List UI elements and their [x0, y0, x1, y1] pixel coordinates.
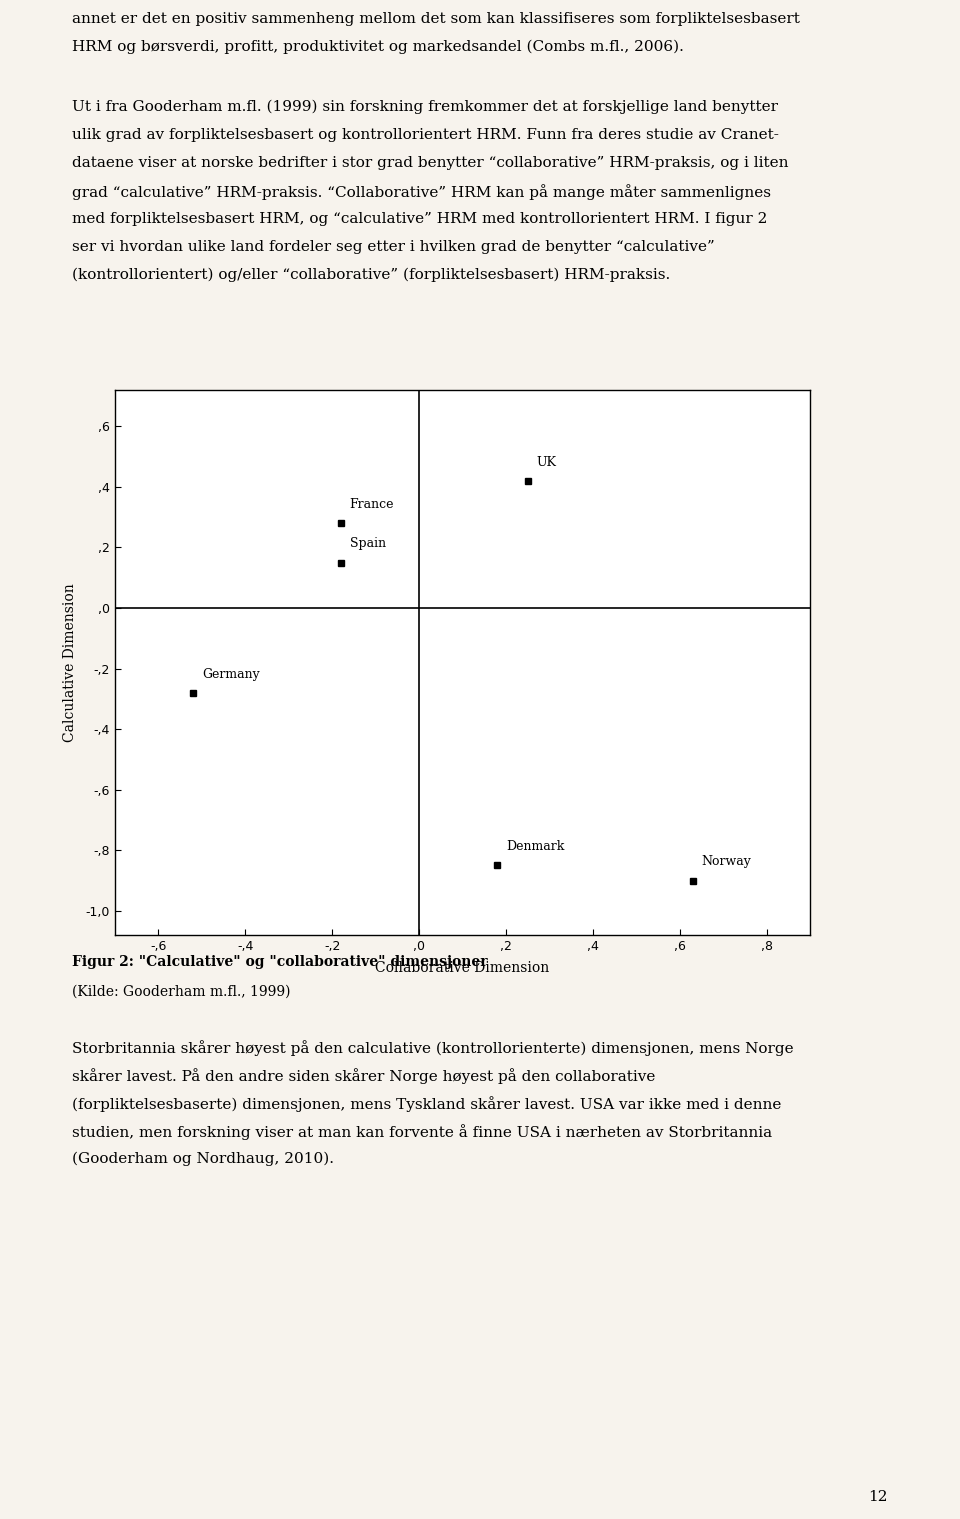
Text: annet er det en positiv sammenheng mellom det som kan klassifiseres som forplikt: annet er det en positiv sammenheng mello…: [72, 12, 800, 26]
Text: UK: UK: [537, 456, 557, 469]
Text: (kontrollorientert) og/eller “collaborative” (forpliktelsesbasert) HRM-praksis.: (kontrollorientert) og/eller “collaborat…: [72, 267, 670, 283]
Text: ulik grad av forpliktelsesbasert og kontrollorientert HRM. Funn fra deres studie: ulik grad av forpliktelsesbasert og kont…: [72, 128, 779, 141]
Text: dataene viser at norske bedrifter i stor grad benytter “collaborative” HRM-praks: dataene viser at norske bedrifter i stor…: [72, 156, 788, 170]
Text: (Gooderham og Nordhaug, 2010).: (Gooderham og Nordhaug, 2010).: [72, 1151, 334, 1167]
Text: med forpliktelsesbasert HRM, og “calculative” HRM med kontrollorientert HRM. I f: med forpliktelsesbasert HRM, og “calcula…: [72, 213, 767, 226]
Text: skårer lavest. På den andre siden skårer Norge høyest på den collaborative: skårer lavest. På den andre siden skårer…: [72, 1068, 656, 1085]
Text: 12: 12: [869, 1490, 888, 1504]
X-axis label: Collaborative Dimension: Collaborative Dimension: [375, 962, 550, 975]
Text: Denmark: Denmark: [506, 840, 564, 854]
Text: (Kilde: Gooderham m.fl., 1999): (Kilde: Gooderham m.fl., 1999): [72, 984, 291, 1000]
Text: studien, men forskning viser at man kan forvente å finne USA i nærheten av Storb: studien, men forskning viser at man kan …: [72, 1124, 772, 1139]
Text: ser vi hvordan ulike land fordeler seg etter i hvilken grad de benytter “calcula: ser vi hvordan ulike land fordeler seg e…: [72, 240, 715, 254]
Text: Figur 2: "Calculative" og "collaborative" dimensjoner: Figur 2: "Calculative" og "collaborative…: [72, 955, 488, 969]
Text: Ut i fra Gooderham m.fl. (1999) sin forskning fremkommer det at forskjellige lan: Ut i fra Gooderham m.fl. (1999) sin fors…: [72, 100, 778, 114]
Text: grad “calculative” HRM-praksis. “Collaborative” HRM kan på mange måter sammenlig: grad “calculative” HRM-praksis. “Collabo…: [72, 184, 771, 201]
Text: Germany: Germany: [202, 668, 259, 681]
Text: HRM og børsverdi, profitt, produktivitet og markedsandel (Combs m.fl., 2006).: HRM og børsverdi, profitt, produktivitet…: [72, 39, 684, 55]
Text: France: France: [349, 498, 394, 510]
Text: Spain: Spain: [349, 538, 386, 550]
Text: (forpliktelsesbaserte) dimensjonen, mens Tyskland skårer lavest. USA var ikke me: (forpliktelsesbaserte) dimensjonen, mens…: [72, 1097, 781, 1112]
Text: Storbritannia skårer høyest på den calculative (kontrollorienterte) dimensjonen,: Storbritannia skårer høyest på den calcu…: [72, 1041, 794, 1056]
Text: Norway: Norway: [702, 855, 752, 869]
Y-axis label: Calculative Dimension: Calculative Dimension: [63, 583, 78, 741]
